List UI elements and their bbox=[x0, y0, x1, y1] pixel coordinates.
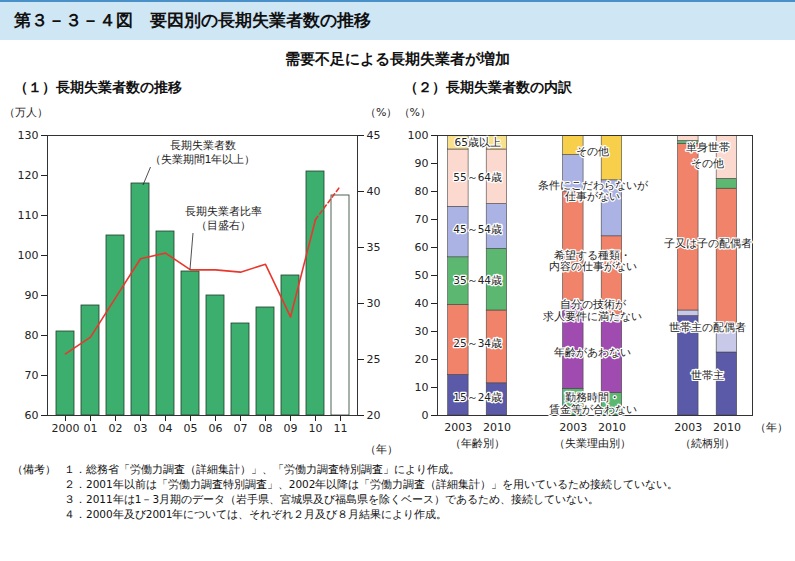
svg-text:09: 09 bbox=[284, 422, 298, 435]
svg-text:04: 04 bbox=[159, 422, 173, 435]
svg-text:世帯主の配偶者: 世帯主の配偶者 bbox=[669, 321, 746, 333]
svg-text:40: 40 bbox=[415, 297, 429, 310]
svg-text:45～54歳: 45～54歳 bbox=[453, 223, 502, 235]
svg-text:03: 03 bbox=[134, 422, 148, 435]
svg-text:2003: 2003 bbox=[674, 421, 702, 434]
svg-text:25: 25 bbox=[367, 353, 381, 366]
svg-text:45: 45 bbox=[367, 129, 381, 142]
svg-text:勤務時間・賃金等が合わない: 勤務時間・賃金等が合わない bbox=[549, 391, 637, 415]
svg-text:（万人）: （万人） bbox=[4, 106, 48, 119]
html-text:（備考）: （備考） bbox=[12, 463, 56, 475]
svg-text:自分の技術が求人要件に満たない: 自分の技術が求人要件に満たない bbox=[543, 298, 642, 322]
html-text:第３－３－４図 要因別の長期失業者数の推移: 第３－３－４図 要因別の長期失業者数の推移 bbox=[14, 10, 371, 30]
svg-text:07: 07 bbox=[234, 422, 248, 435]
svg-text:130: 130 bbox=[18, 129, 39, 142]
html-text:３．2011年は1－3月期のデータ（岩手県、宮城県及び福島県: ３．2011年は1－3月期のデータ（岩手県、宮城県及び福島県を除くベース）である… bbox=[64, 493, 600, 505]
svg-text:08: 08 bbox=[259, 422, 273, 435]
svg-text:（%）: （%） bbox=[365, 106, 397, 119]
svg-text:2010: 2010 bbox=[483, 421, 511, 434]
svg-text:10: 10 bbox=[415, 381, 429, 394]
html-text:４．2000年及び2001年については、それぞれ２月及び８月: ４．2000年及び2001年については、それぞれ２月及び８月結果により作成。 bbox=[64, 508, 448, 520]
svg-text:長期失業者数（失業期間1年以上）: 長期失業者数（失業期間1年以上） bbox=[150, 139, 256, 166]
svg-text:長期失業者比率（目盛右）: 長期失業者比率（目盛右） bbox=[185, 205, 262, 232]
svg-text:30: 30 bbox=[367, 297, 381, 310]
svg-text:2003: 2003 bbox=[444, 421, 472, 434]
svg-text:20: 20 bbox=[367, 409, 381, 422]
svg-text:90: 90 bbox=[415, 157, 429, 170]
svg-text:65歳以上: 65歳以上 bbox=[454, 136, 500, 148]
svg-text:35: 35 bbox=[367, 241, 381, 254]
svg-text:80: 80 bbox=[25, 329, 39, 342]
svg-text:35～44歳: 35～44歳 bbox=[453, 274, 502, 286]
svg-text:20: 20 bbox=[415, 353, 429, 366]
svg-text:希望する種類・内容の仕事がない: 希望する種類・内容の仕事がない bbox=[549, 249, 637, 273]
svg-text:（年齢別）: （年齢別） bbox=[450, 437, 505, 450]
svg-text:60: 60 bbox=[415, 241, 429, 254]
svg-text:25～34歳: 25～34歳 bbox=[453, 337, 502, 349]
svg-text:（%）: （%） bbox=[399, 106, 431, 119]
svg-text:01: 01 bbox=[84, 422, 98, 435]
svg-text:15～24歳: 15～24歳 bbox=[453, 391, 502, 403]
svg-text:40: 40 bbox=[367, 185, 381, 198]
svg-text:80: 80 bbox=[415, 185, 429, 198]
svg-text:100: 100 bbox=[18, 249, 39, 262]
html-text:（１）長期失業者数の推移: （１）長期失業者数の推移 bbox=[14, 79, 182, 95]
svg-text:（失業理由別）: （失業理由別） bbox=[554, 437, 631, 450]
svg-text:70: 70 bbox=[415, 213, 429, 226]
svg-text:年齢があわない: 年齢があわない bbox=[554, 345, 631, 357]
svg-text:2003: 2003 bbox=[559, 421, 587, 434]
svg-text:30: 30 bbox=[415, 325, 429, 338]
svg-text:90: 90 bbox=[25, 289, 39, 302]
html-text:１．総務省「労働力調査（詳細集計）」、「労働力調査特別調査」: １．総務省「労働力調査（詳細集計）」、「労働力調査特別調査」により作成。 bbox=[64, 463, 460, 475]
svg-text:子又は子の配偶者: 子又は子の配偶者 bbox=[664, 237, 752, 249]
svg-text:120: 120 bbox=[18, 169, 39, 182]
svg-text:60: 60 bbox=[25, 409, 39, 422]
svg-text:100: 100 bbox=[408, 129, 429, 142]
svg-text:70: 70 bbox=[25, 369, 39, 382]
svg-text:05: 05 bbox=[184, 422, 198, 435]
svg-text:単身世帯: 単身世帯 bbox=[686, 141, 730, 153]
svg-text:02: 02 bbox=[109, 422, 123, 435]
svg-text:10: 10 bbox=[309, 422, 323, 435]
svg-text:（年）: （年） bbox=[365, 443, 398, 456]
svg-text:2010: 2010 bbox=[713, 421, 741, 434]
svg-text:その他: その他 bbox=[576, 145, 609, 157]
svg-text:11: 11 bbox=[334, 422, 348, 435]
svg-text:50: 50 bbox=[415, 269, 429, 282]
svg-text:世帯主: 世帯主 bbox=[691, 369, 724, 381]
svg-text:55～64歳: 55～64歳 bbox=[453, 171, 502, 183]
svg-text:0: 0 bbox=[422, 409, 429, 422]
html-text:２．2001年以前は「労働力調査特別調査」、2002年以降は: ２．2001年以前は「労働力調査特別調査」、2002年以降は「労働力調査（詳細集… bbox=[64, 478, 679, 490]
svg-text:2010: 2010 bbox=[598, 421, 626, 434]
svg-text:2000: 2000 bbox=[52, 422, 80, 435]
html-text:需要不足による長期失業者が増加: 需要不足による長期失業者が増加 bbox=[285, 50, 510, 68]
svg-text:（年）: （年） bbox=[755, 421, 788, 434]
svg-text:110: 110 bbox=[18, 209, 39, 222]
svg-text:（続柄別）: （続柄別） bbox=[680, 437, 735, 450]
html-text:（２）長期失業者数の内訳: （２）長期失業者数の内訳 bbox=[404, 79, 572, 95]
svg-text:06: 06 bbox=[209, 422, 223, 435]
svg-text:条件にこだわらないが仕事がない: 条件にこだわらないが仕事がない bbox=[538, 179, 649, 203]
svg-text:その他: その他 bbox=[691, 157, 724, 169]
